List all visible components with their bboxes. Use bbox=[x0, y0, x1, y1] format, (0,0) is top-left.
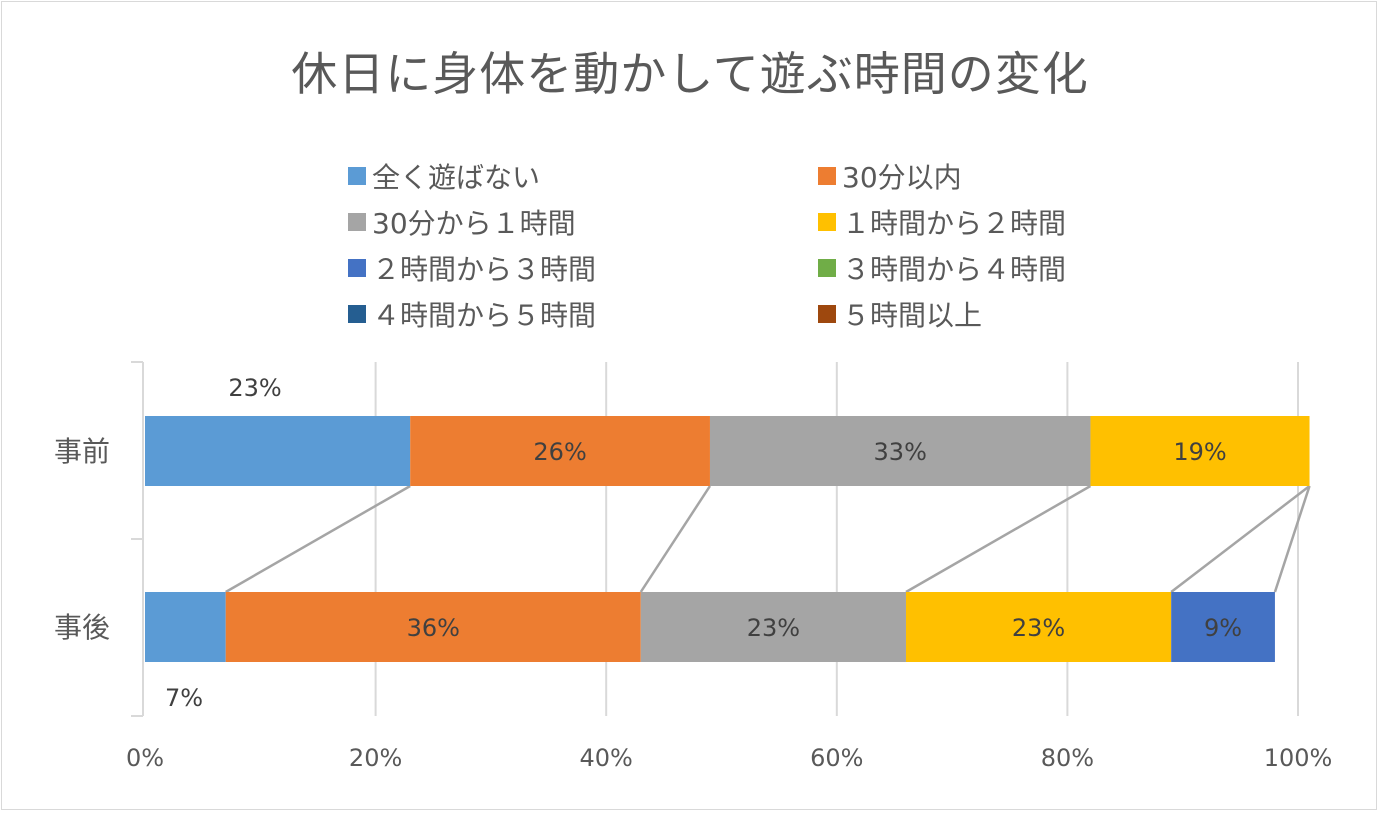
x-tick-label: 60% bbox=[810, 744, 863, 772]
legend-item: 30分以内 bbox=[818, 158, 962, 194]
legend-label: ２時間から３時間 bbox=[372, 253, 597, 286]
legend-label: ３時間から４時間 bbox=[842, 253, 1067, 286]
data-label: 19% bbox=[1173, 438, 1226, 466]
series-line bbox=[639, 485, 712, 593]
bar-segment bbox=[905, 592, 1172, 662]
bar-segment bbox=[145, 592, 226, 662]
data-label: 36% bbox=[407, 614, 460, 642]
legend-swatch bbox=[818, 167, 836, 185]
legend-swatch bbox=[818, 305, 836, 323]
legend-swatch bbox=[348, 167, 366, 185]
legend-label: ５時間以上 bbox=[842, 299, 983, 332]
series-line bbox=[225, 484, 411, 594]
legend-label: 30分以内 bbox=[842, 161, 962, 194]
legend-swatch bbox=[348, 259, 366, 277]
data-label: 23% bbox=[1012, 614, 1065, 642]
category-label: 事前 bbox=[54, 435, 110, 468]
data-label: 9% bbox=[1204, 614, 1242, 642]
bar-segment bbox=[1090, 416, 1310, 486]
series-line bbox=[1273, 485, 1311, 593]
legend-label: ４時間から５時間 bbox=[372, 299, 597, 332]
x-tick-label: 0% bbox=[126, 744, 164, 772]
legend-swatch bbox=[348, 213, 366, 231]
bar-segment bbox=[145, 416, 411, 486]
chart-title: 休日に身体を動かして遊ぶ時間の変化 bbox=[291, 47, 1089, 101]
legend-item: 全く遊ばない bbox=[348, 158, 540, 194]
bar-segment bbox=[1171, 592, 1275, 662]
bar-segment bbox=[410, 416, 710, 486]
legend-label: 全く遊ばない bbox=[372, 161, 541, 194]
data-label: 33% bbox=[874, 438, 927, 466]
category-label: 事後 bbox=[54, 611, 110, 644]
data-label: 23% bbox=[747, 614, 800, 642]
legend-swatch bbox=[348, 305, 366, 323]
legend-label: １時間から２時間 bbox=[842, 207, 1067, 240]
x-tick-label: 100% bbox=[1264, 744, 1333, 772]
bar-segment bbox=[640, 592, 906, 662]
legend-item: ２時間から３時間 bbox=[348, 250, 596, 286]
legend-item: ４時間から５時間 bbox=[348, 296, 596, 332]
legend-label: 30分から１時間 bbox=[372, 207, 576, 240]
legend-swatch bbox=[818, 213, 836, 231]
legend-item: 30分から１時間 bbox=[348, 204, 576, 240]
data-label: 7% bbox=[165, 684, 203, 712]
legend-item: １時間から２時間 bbox=[818, 204, 1066, 240]
legend-item: ５時間以上 bbox=[818, 296, 982, 332]
series-line bbox=[905, 484, 1092, 594]
data-label: 26% bbox=[533, 438, 586, 466]
data-label: 23% bbox=[228, 374, 281, 402]
bar-segment bbox=[709, 416, 1091, 486]
x-tick-label: 80% bbox=[1041, 744, 1094, 772]
series-line bbox=[1170, 485, 1311, 593]
bar-segment bbox=[225, 592, 641, 662]
x-tick-label: 40% bbox=[580, 744, 633, 772]
legend-swatch bbox=[818, 259, 836, 277]
x-tick-label: 20% bbox=[349, 744, 402, 772]
legend-item: ３時間から４時間 bbox=[818, 250, 1066, 286]
